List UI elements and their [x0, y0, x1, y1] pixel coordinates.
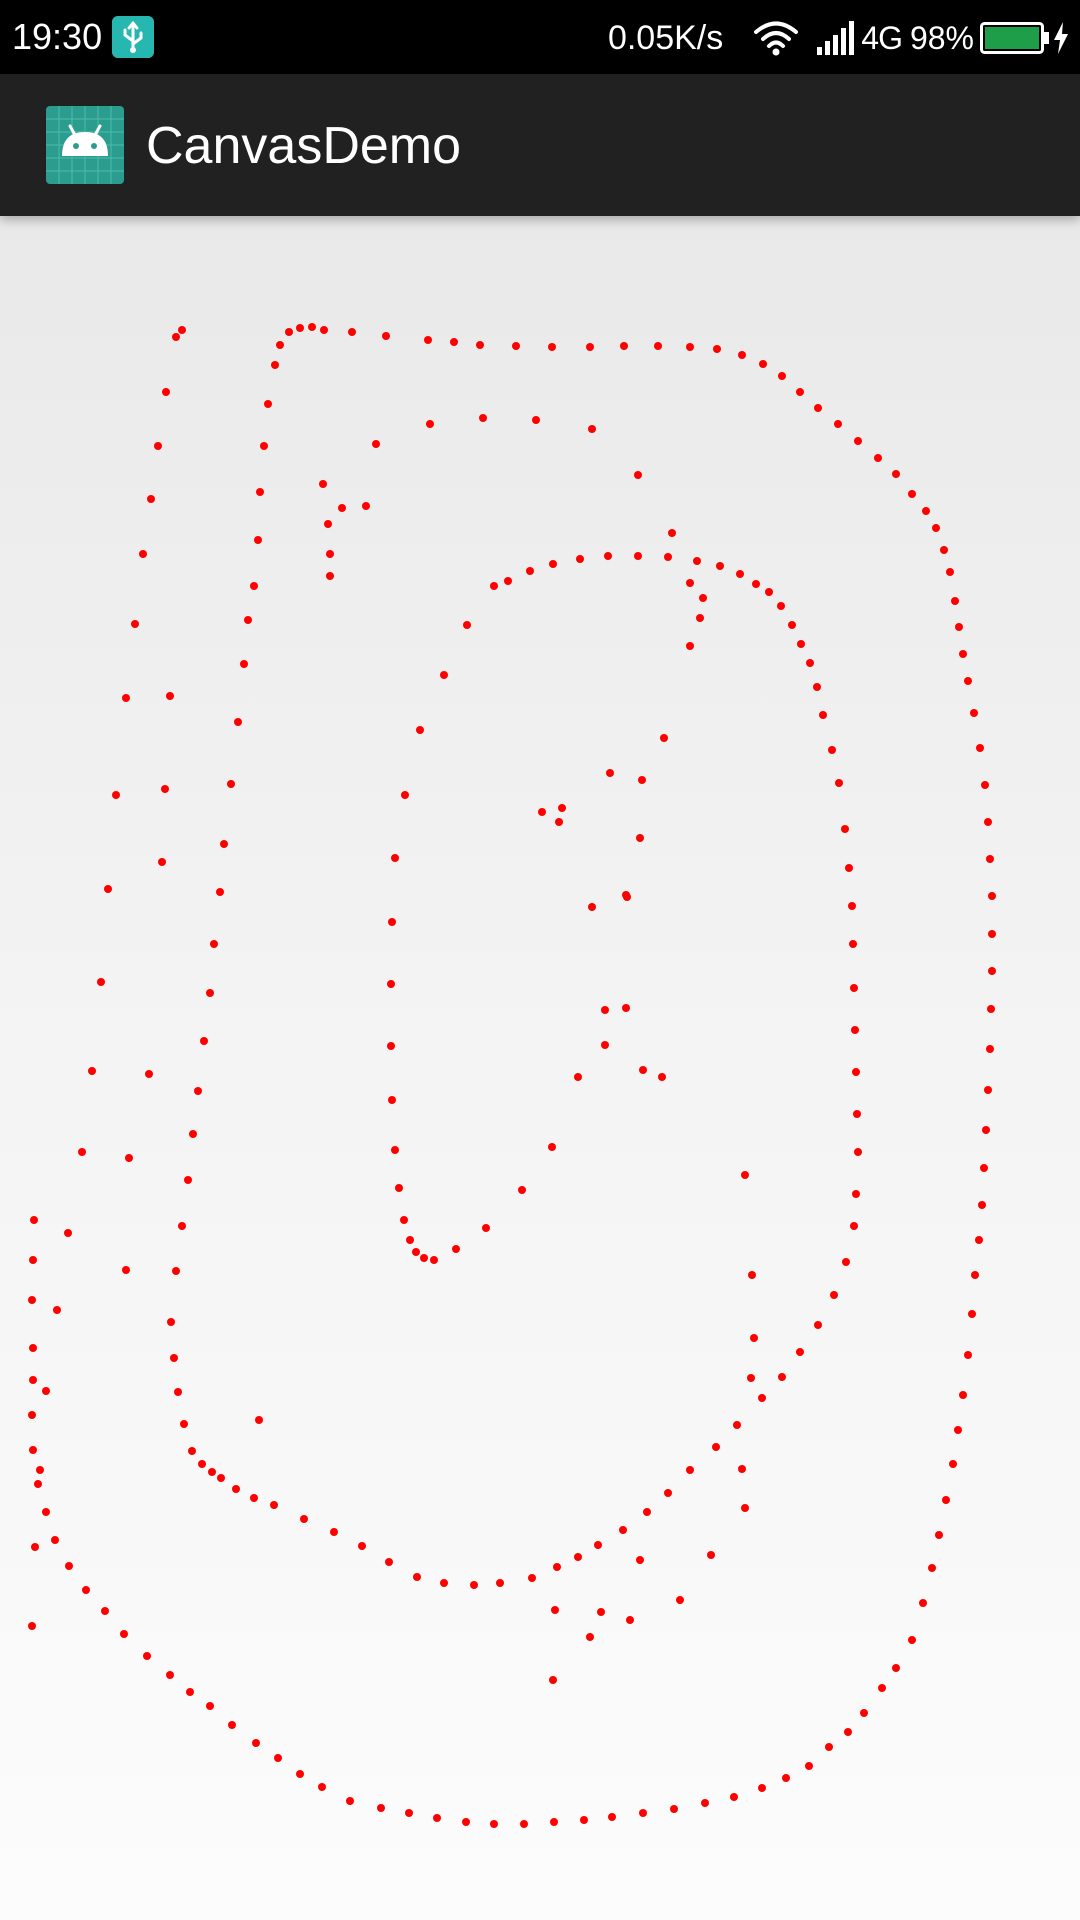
battery-icon: [980, 22, 1050, 54]
network-speed: 0.05K/s: [608, 17, 723, 59]
charging-bolt-icon: [1052, 22, 1070, 54]
android-app-icon: [46, 106, 124, 184]
status-time: 19:30: [12, 16, 102, 58]
drawing-canvas[interactable]: [0, 216, 1080, 1920]
status-indicators: 0.05K/s 4G 98%: [608, 16, 1070, 60]
network-type: 4G: [861, 17, 902, 59]
usb-icon: [112, 16, 154, 58]
app-bar: CanvasDemo: [0, 74, 1080, 216]
status-bar: 19:30 0.05K/s 4G 98%: [0, 0, 1080, 74]
app-title: CanvasDemo: [146, 116, 461, 176]
battery-percentage: 98%: [910, 17, 974, 59]
signal-icon: [815, 21, 859, 55]
wifi-icon: [753, 19, 799, 57]
